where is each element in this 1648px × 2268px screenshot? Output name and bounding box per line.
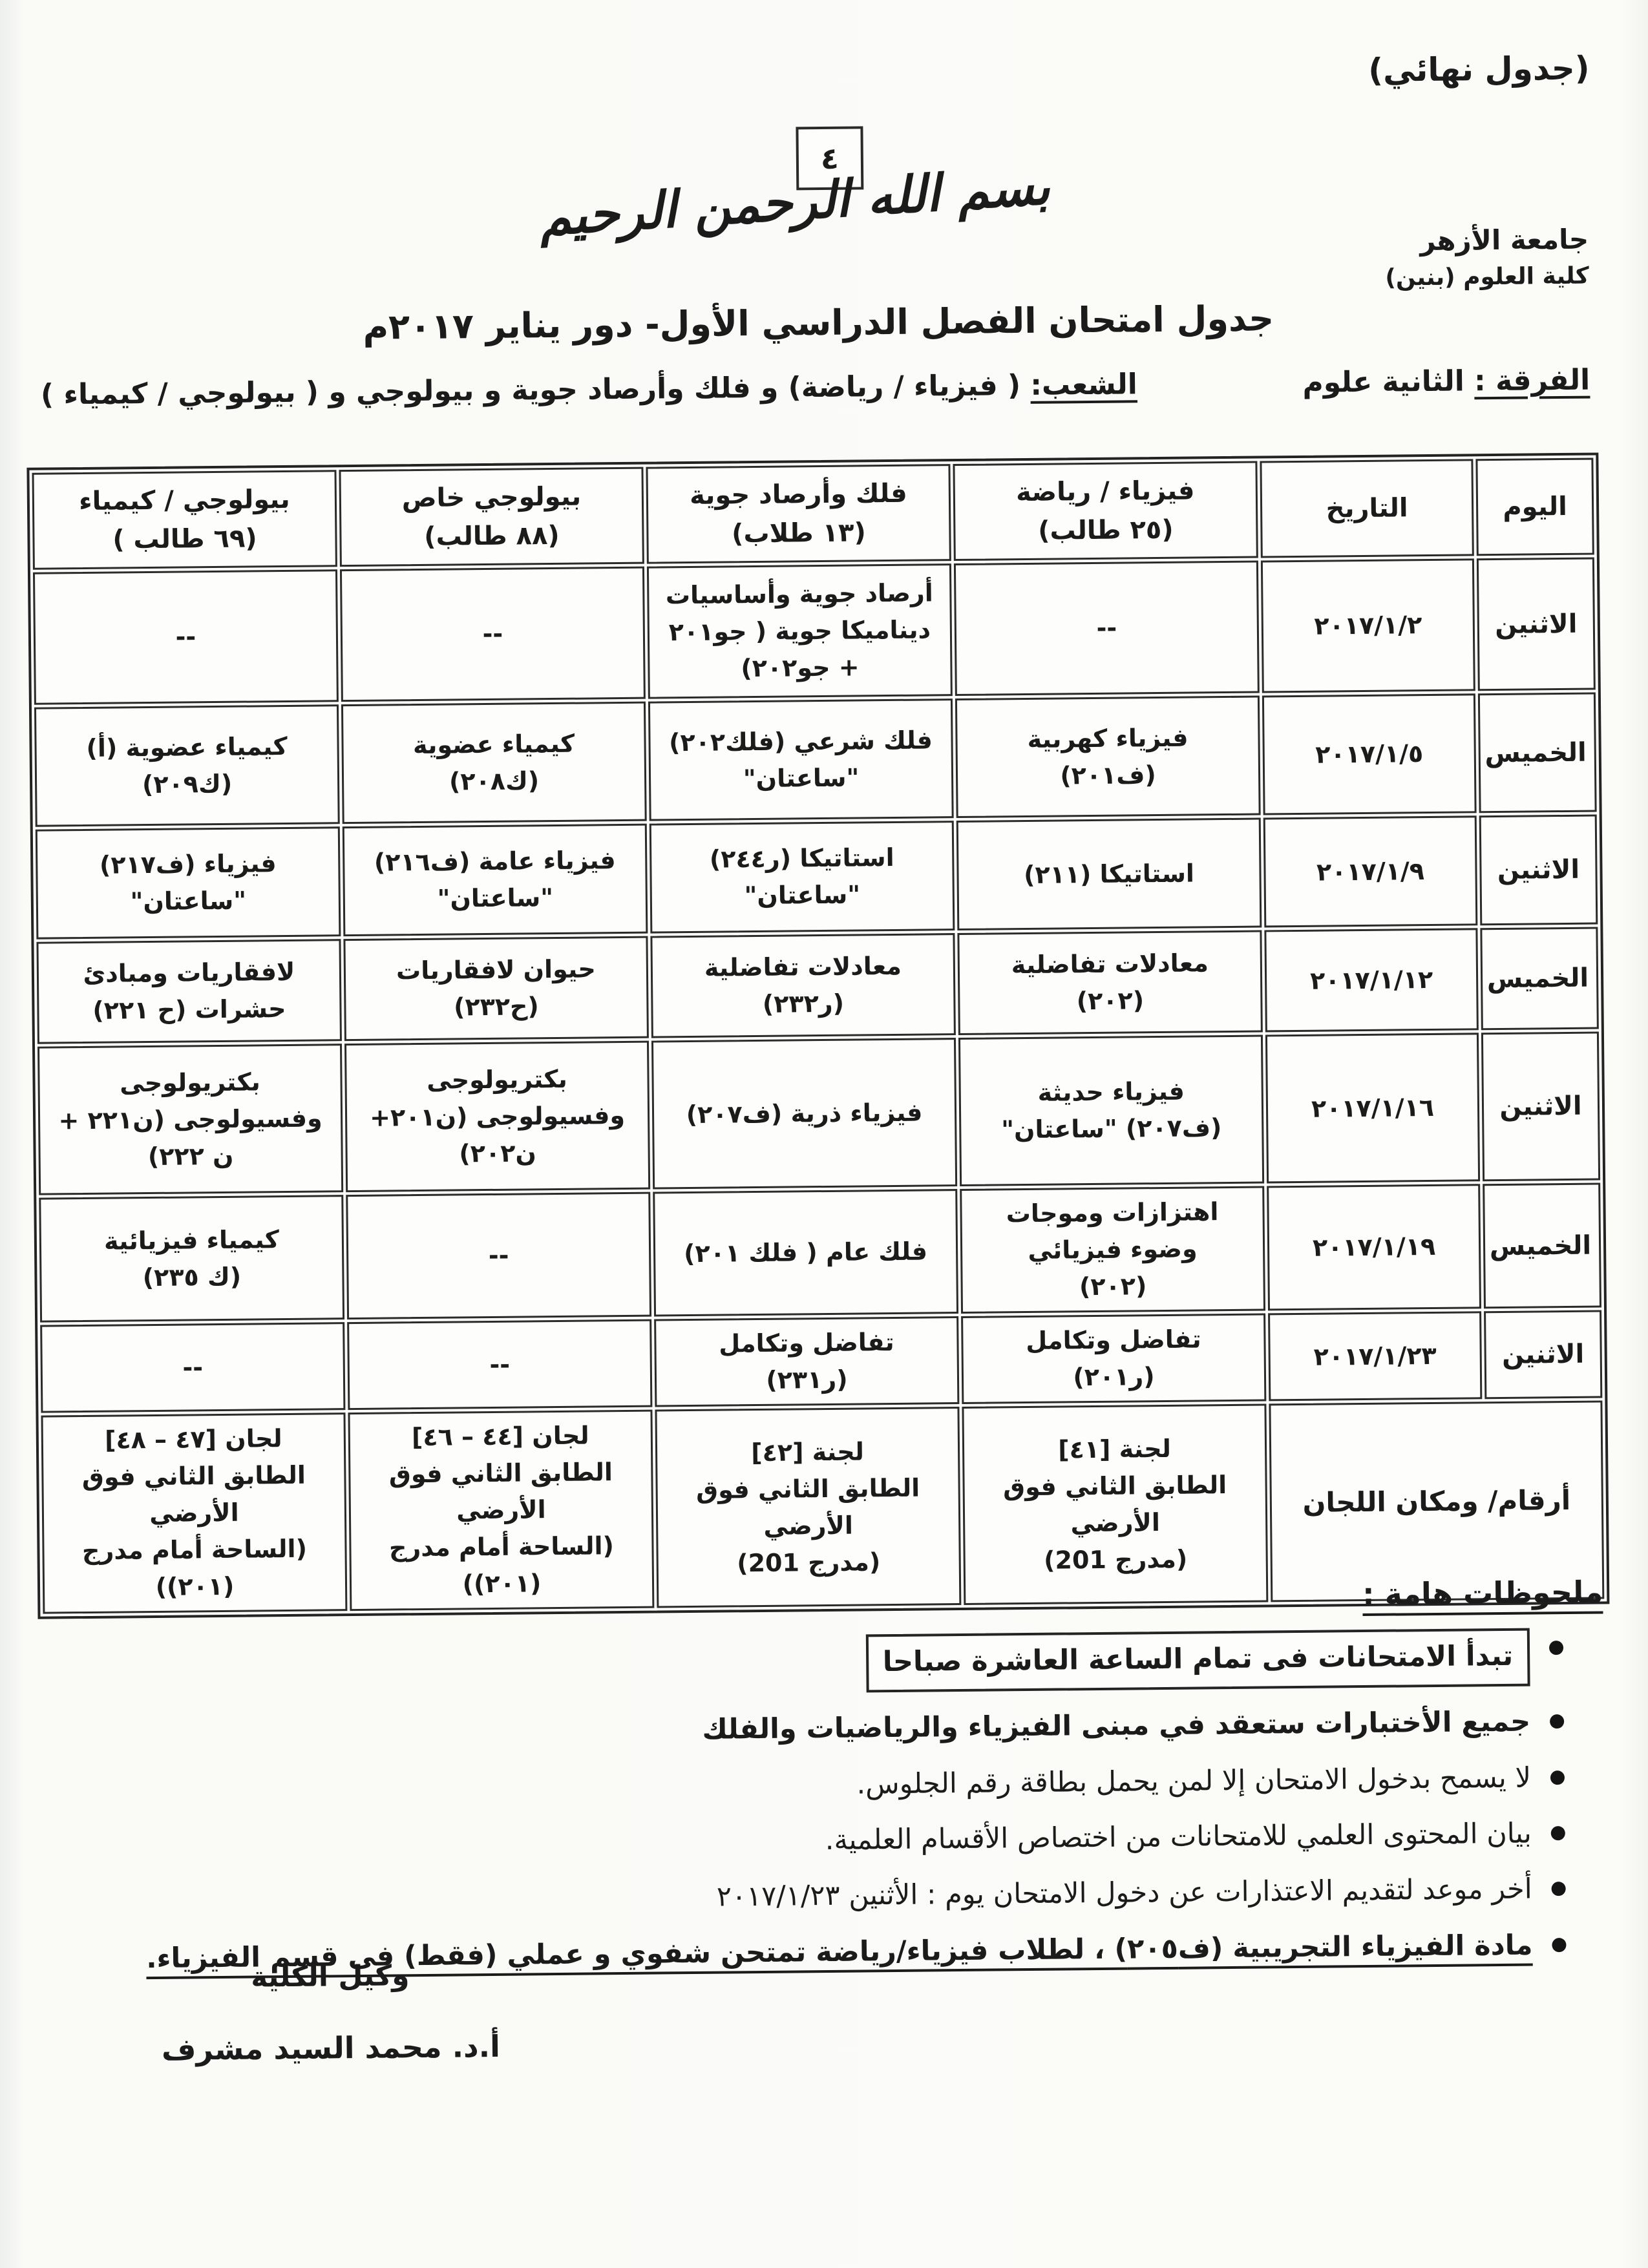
spacer: [1147, 392, 1293, 394]
table-row: الخميس ٢٠١٧/١/٥ فيزياء كهربية (ف٢٠١) فلك…: [34, 692, 1597, 827]
year-value: الثانية علوم: [1302, 364, 1465, 399]
biology-cell: --: [347, 1319, 653, 1411]
biology-cell: --: [339, 566, 646, 702]
bullet-icon: [1550, 1770, 1565, 1785]
note-item: لا يسمح بدخول الامتحان إلا لمن يحمل بطاق…: [47, 1758, 1565, 1812]
date-cell: ٢٠١٧/١/١٢: [1264, 928, 1479, 1033]
physics-math-cell: اهتزازات وموجات وضوء فيزيائي (٢٠٢): [960, 1186, 1266, 1314]
note-item: تبدأ الامتحانات فى تمام الساعة العاشرة ص…: [46, 1628, 1564, 1701]
bullet-icon: [1550, 1826, 1565, 1841]
physics-math-cell: معادلات تفاضلية (٢٠٢): [957, 930, 1263, 1036]
physics-math-cell: فيزياء كهربية (ف٢٠١): [955, 695, 1261, 819]
date-cell: ٢٠١٧/١/١٦: [1265, 1033, 1481, 1184]
biology-cell: بكتريولوجى وفسيولوجى (ن٢٠١+ ن٢٠٢): [344, 1040, 651, 1193]
bio-chem-cell: كيمياء عضوية (أ) (ك٢٠٩): [34, 704, 340, 827]
table-row: الاثنين ٢٠١٧/١/١٦ فيزياء حديثة (ف٢٠٧) "س…: [37, 1031, 1601, 1195]
bio-chem-cell: لافقاريات ومبادئ حشرات (ح ٢٢١): [36, 939, 342, 1044]
committees-biology-cell: لجان [٤٤ – ٤٦] الطابق الثاني فوق الأرضي …: [348, 1409, 655, 1612]
university-name: جامعة الأزهر: [1419, 223, 1589, 257]
bio-chem-cell: --: [32, 569, 339, 705]
note-text: أخر موعد لتقديم الاعتذارات عن دخول الامت…: [716, 1873, 1532, 1914]
col-header-physics-math: فيزياء / رياضة (٢٥ طالب): [953, 461, 1258, 562]
signature-block: وكيل الكلية أ.د. محمد السيد مشرف: [143, 1958, 519, 2068]
day-cell: الخميس: [1480, 927, 1599, 1031]
table-row: الاثنين ٢٠١٧/١/٢ -- أرصاد جوية وأساسيات …: [32, 557, 1596, 705]
committees-physics-math-cell: لجنة [٤١] الطابق الثاني فوق الأرضي (مدرج…: [962, 1403, 1269, 1605]
faculty-name: كلية العلوم (بنين): [1385, 262, 1589, 291]
table-row: الخميس ٢٠١٧/١/١٢ معادلات تفاضلية (٢٠٢) م…: [36, 927, 1599, 1044]
bullet-icon: [1551, 1882, 1566, 1896]
year-label: الفرقة :: [1474, 363, 1590, 398]
col-header-bio-chem: بيولوجي / كيمياء (٦٩ طالب ): [32, 470, 337, 570]
divisions-value: ( فيزياء / رياضة) و فلك وأرصاد جوية و بي…: [40, 369, 1021, 412]
astronomy-cell: تفاضل وتكامل (ر٢٣١): [654, 1316, 960, 1407]
bullet-icon: [1550, 1714, 1565, 1729]
note-text: بيان المحتوى العلمي للامتحانات من اختصاص…: [825, 1817, 1532, 1857]
exam-schedule-table: اليوم التاريخ فيزياء / رياضة (٢٥ طالب) ف…: [26, 452, 1610, 1619]
bio-chem-cell: فيزياء (ف٢١٧) "ساعتان": [35, 826, 341, 940]
committees-label-cell: أرقام/ ومكان اللجان: [1269, 1400, 1605, 1602]
date-cell: ٢٠١٧/١/٥: [1262, 693, 1477, 815]
date-cell: ٢٠١٧/١/١٩: [1267, 1184, 1482, 1311]
note-item: بيان المحتوى العلمي للامتحانات من اختصاص…: [48, 1813, 1565, 1868]
col-header-day: اليوم: [1475, 457, 1594, 556]
year-and-divisions-line: الفرقة : الثانية علوم الشعب: ( فيزياء / …: [40, 359, 1590, 417]
col-header-date: التاريخ: [1260, 459, 1474, 558]
astronomy-cell: فيزياء ذرية (ف٢٠٧): [651, 1038, 958, 1190]
note-text: لا يسمح بدخول الامتحان إلا لمن يحمل بطاق…: [856, 1761, 1532, 1801]
table-row: الاثنين ٢٠١٧/١/٩ استاتيكا (٢١١) استاتيكا…: [35, 814, 1598, 940]
bullet-icon: [1552, 1937, 1567, 1952]
notes-heading: ملحوظات هامة :: [1362, 1574, 1603, 1612]
page-title: جدول امتحان الفصل الدراسي الأول- دور ينا…: [363, 298, 1274, 348]
col-header-biology: بيولوجي خاص (٨٨ طالب): [339, 467, 644, 567]
day-cell: الاثنين: [1484, 1310, 1603, 1400]
day-cell: الخميس: [1483, 1182, 1602, 1309]
col-header-astronomy: فلك وأرصاد جوية (١٣ طلاب): [646, 464, 951, 564]
day-cell: الاثنين: [1476, 557, 1596, 691]
final-schedule-note: (جدول نهائي): [1368, 49, 1590, 89]
committees-bio-chem-cell: لجان [٤٧ – ٤٨] الطابق الثاني فوق الأرضي …: [41, 1412, 348, 1614]
basmala-calligraphy: بسم الله الرحمن الرحيم: [537, 157, 1052, 247]
day-cell: الاثنين: [1479, 814, 1598, 926]
table-header-row: اليوم التاريخ فيزياء / رياضة (٢٥ طالب) ف…: [32, 457, 1594, 570]
bullet-icon: [1548, 1641, 1564, 1655]
table-row: الخميس ٢٠١٧/١/١٩ اهتزازات وموجات وضوء في…: [39, 1182, 1602, 1323]
divisions-label: الشعب:: [1030, 368, 1138, 402]
bio-chem-cell: --: [40, 1322, 346, 1413]
organization-block: جامعة الأزهر كلية العلوم (بنين): [1385, 220, 1589, 295]
note-text: تبدأ الامتحانات فى تمام الساعة العاشرة ص…: [865, 1628, 1530, 1693]
note-text: جميع الأختبارات ستعقد في مبنى الفيزياء و…: [702, 1705, 1531, 1747]
astronomy-cell: أرصاد جوية وأساسيات ديناميكا جوية ( جو٢٠…: [646, 563, 953, 699]
physics-math-cell: استاتيكا (٢١١): [956, 817, 1262, 931]
date-cell: ٢٠١٧/١/٢٣: [1268, 1311, 1483, 1402]
table-row: الاثنين ٢٠١٧/١/٢٣ تفاضل وتكامل (ر٢٠١) تف…: [40, 1310, 1603, 1413]
day-cell: الاثنين: [1481, 1031, 1601, 1182]
biology-cell: حيوان لافقاريات (ح٢٣٢): [343, 936, 649, 1042]
astronomy-cell: فلك عام ( فلك ٢٠١): [653, 1189, 959, 1317]
physics-math-cell: فيزياء حديثة (ف٢٠٧) "ساعتان": [958, 1034, 1265, 1187]
physics-math-cell: تفاضل وتكامل (ر٢٠١): [961, 1313, 1267, 1404]
physics-math-cell: --: [953, 560, 1260, 697]
note-item: أخر موعد لتقديم الاعتذارات عن دخول الامت…: [48, 1869, 1566, 1924]
signature-title: وكيل الكلية: [250, 1959, 410, 1994]
bio-chem-cell: كيمياء فيزيائية (ك ٢٣٥): [39, 1195, 345, 1323]
date-cell: ٢٠١٧/١/٩: [1263, 815, 1478, 928]
signature-name: أ.د. محمد السيد مشرف: [161, 2028, 501, 2067]
astronomy-cell: استاتيكا (ر٢٤٤) "ساعتان": [649, 821, 955, 934]
biology-cell: كيمياء عضوية (ك٢٠٨): [341, 701, 647, 824]
biology-cell: --: [346, 1192, 652, 1320]
bio-chem-cell: بكتريولوجى وفسيولوجى (ن٢٢١ + ن ٢٢٢): [37, 1044, 344, 1195]
day-cell: الخميس: [1477, 692, 1597, 814]
note-item: جميع الأختبارات ستعقد في مبنى الفيزياء و…: [47, 1701, 1565, 1756]
astronomy-cell: فلك شرعي (فلك٢٠٢) "ساعتان": [648, 698, 954, 821]
notes-list: تبدأ الامتحانات فى تمام الساعة العاشرة ص…: [46, 1628, 1567, 1995]
biology-cell: فيزياء عامة (ف٢١٦) "ساعتان": [342, 823, 648, 937]
committees-astronomy-cell: لجنة [٤٢] الطابق الثاني فوق الأرضي (مدرج…: [655, 1407, 962, 1608]
astronomy-cell: معادلات تفاضلية (ر٢٣٢): [650, 933, 956, 1038]
date-cell: ٢٠١٧/١/٢: [1260, 558, 1475, 693]
